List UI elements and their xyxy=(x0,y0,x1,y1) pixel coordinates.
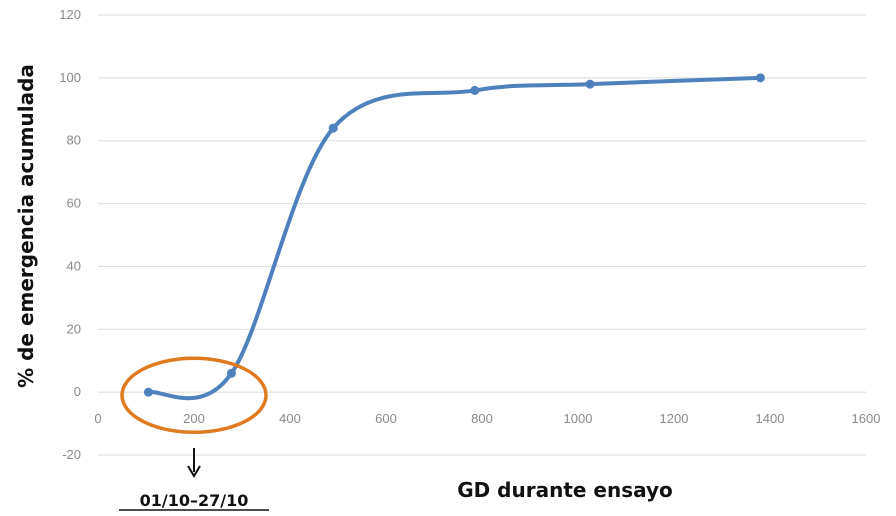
x-tick-label: 0 xyxy=(94,411,101,426)
x-tick-label: 600 xyxy=(375,411,397,426)
y-tick-labels: -20 0 20 40 60 80 100 120 xyxy=(59,7,81,462)
x-tick-label: 1000 xyxy=(564,411,593,426)
highlight-ellipse xyxy=(120,356,268,435)
data-point-2 xyxy=(328,123,338,133)
series-line-0 xyxy=(146,75,763,401)
y-tick-label: 20 xyxy=(67,321,81,336)
y-tick-label: 120 xyxy=(59,7,81,22)
data-point-3 xyxy=(470,85,480,95)
y-tick-label: 100 xyxy=(59,70,81,85)
annotation-group: 01/10–27/10 xyxy=(119,356,269,511)
data-point-5 xyxy=(755,73,765,83)
x-tick-label: 800 xyxy=(471,411,493,426)
arrow-head-icon xyxy=(187,465,201,478)
x-tick-labels: 0 200 400 600 800 1000 1200 1400 1600 xyxy=(94,411,880,426)
x-tick-label: 1400 xyxy=(756,411,785,426)
y-tick-label: 0 xyxy=(74,384,81,399)
y-tick-label: 40 xyxy=(67,258,81,273)
date-range-label: 01/10–27/10 xyxy=(140,491,249,510)
data-point-0 xyxy=(143,387,153,397)
x-tick-label: 1200 xyxy=(660,411,689,426)
data-point-1 xyxy=(226,368,236,378)
x-tick-label: 1600 xyxy=(852,411,881,426)
x-tick-label: 400 xyxy=(279,411,301,426)
y-tick-label: -20 xyxy=(62,447,81,462)
x-tick-label: 200 xyxy=(183,411,205,426)
y-tick-label: 80 xyxy=(67,133,81,148)
y-tick-label: 60 xyxy=(67,196,81,211)
gridlines xyxy=(98,14,866,456)
x-axis-title: GD durante ensayo xyxy=(457,478,673,502)
y-axis-title: % de emergencia acumulada xyxy=(14,64,38,388)
data-point-4 xyxy=(585,79,595,89)
series-group xyxy=(143,73,765,401)
